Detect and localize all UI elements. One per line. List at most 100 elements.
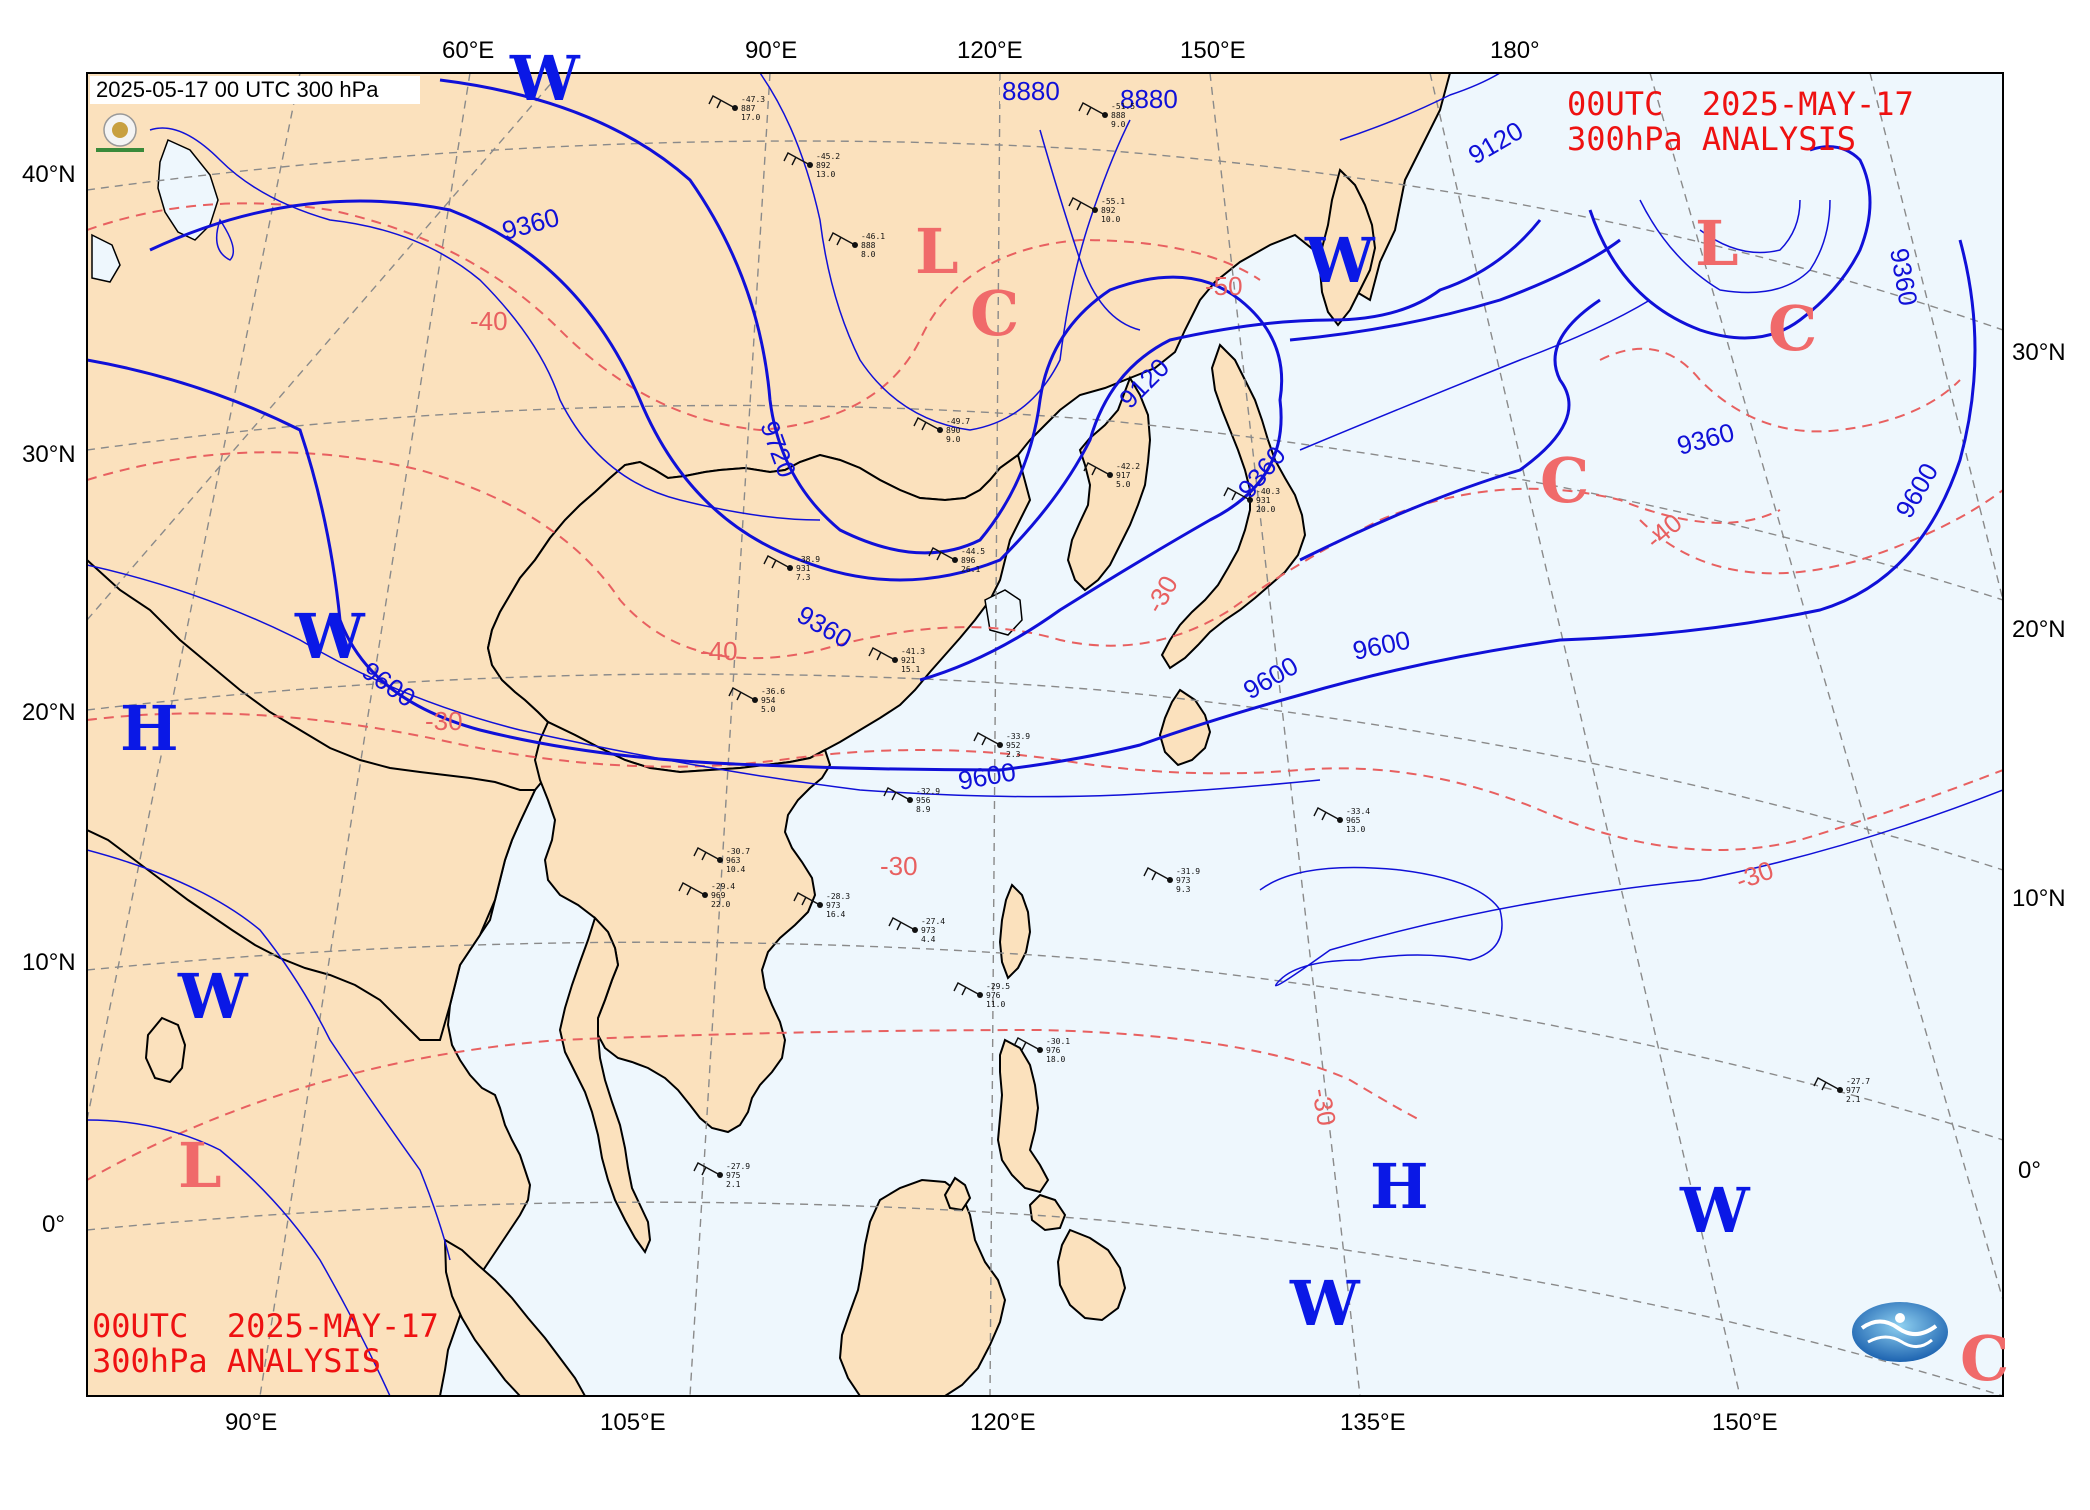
station-height: 892 <box>1101 206 1116 215</box>
system-marker-w: W <box>1304 224 1376 297</box>
station-temperature: -55.1 <box>1101 197 1125 206</box>
lat-label-left-20: 20°N <box>22 699 76 726</box>
lon-label-bottom-135: 135°E <box>1340 1409 1406 1436</box>
station-temperature: -27.9 <box>726 1162 750 1171</box>
land-luzon <box>996 1038 1050 1194</box>
contour-label: 8880 <box>1120 84 1178 114</box>
graticule <box>87 73 2003 1396</box>
wind-barb <box>888 917 916 931</box>
station-dewpoint-depression: 22.0 <box>711 900 730 909</box>
isotherm-label: -50 <box>1205 271 1243 301</box>
station-dewpoint-depression: 2.3 <box>1006 750 1021 759</box>
map-stamp: 2025-05-17 00 UTC 300 hPa <box>96 77 379 102</box>
station-temperature: -30.1 <box>1046 1037 1070 1046</box>
wind-barb <box>783 152 811 166</box>
inland-sea-bay-bohai <box>984 589 1023 636</box>
station-dewpoint-depression: 10.0 <box>1101 215 1120 224</box>
station-temperature: -47.3 <box>741 95 765 104</box>
station-dewpoint-depression: 7.3 <box>796 573 811 582</box>
lon-label-bottom-90: 90°E <box>225 1409 277 1436</box>
station-temperature: -36.6 <box>761 687 785 696</box>
wind-barb <box>953 982 981 996</box>
system-marker-l: L <box>915 215 959 288</box>
station-temperature: -42.2 <box>1116 462 1140 471</box>
station-temperature: -29.5 <box>986 982 1010 991</box>
station-height: 952 <box>1006 741 1021 750</box>
wind-barb <box>973 732 1001 746</box>
lon-label-top-180: 180° <box>1490 37 1540 64</box>
isotherm-labels: -50 -40 -40 -30 -30 -40 -30 -30 -30 <box>425 271 1777 1128</box>
station-height: 977 <box>1846 1086 1861 1095</box>
station-height: 973 <box>921 926 936 935</box>
station-height: 921 <box>901 656 916 665</box>
system-marker-c: C <box>970 277 1019 350</box>
system-marker-c: C <box>1540 444 1589 517</box>
station-height: 917 <box>1116 471 1131 480</box>
wind-barb <box>1813 1077 1841 1091</box>
station-height: 963 <box>726 856 741 865</box>
wind-barb <box>883 787 911 801</box>
station-temperature: -46.1 <box>861 232 885 241</box>
system-markers: W L C W L C C W H W L H W W C <box>120 42 2009 1395</box>
land-korea <box>1066 375 1152 592</box>
station-temperature: -33.9 <box>1006 732 1030 741</box>
agency-seal-logo <box>96 113 144 152</box>
station-temperature: -32.9 <box>916 787 940 796</box>
lat-label-left-0: 0° <box>42 1211 65 1238</box>
stamp-bg <box>90 76 420 104</box>
system-marker-w: W <box>294 600 366 673</box>
system-marker-h: H <box>120 692 179 765</box>
station-dewpoint-depression: 8.9 <box>916 805 931 814</box>
station-dewpoint-depression: 16.4 <box>826 910 845 919</box>
station-height: 976 <box>1046 1046 1061 1055</box>
isotherm-label: -30 <box>425 706 463 736</box>
system-marker-w: W <box>509 42 581 115</box>
lon-label-bottom-150: 150°E <box>1712 1409 1778 1436</box>
station-temperature: -49.7 <box>946 417 970 426</box>
wind-barb <box>828 232 856 246</box>
land-visayas <box>1028 1193 1067 1232</box>
station-temperature: -29.4 <box>711 882 735 891</box>
wind-barb <box>928 547 956 561</box>
station-height: 888 <box>861 241 876 250</box>
lat-label-right-30: 30°N <box>2012 339 2066 366</box>
wind-barb <box>793 892 821 906</box>
station-height: 896 <box>961 556 976 565</box>
lat-label-right-20: 20°N <box>2012 616 2066 643</box>
station-height: 973 <box>1176 876 1191 885</box>
wind-barb <box>763 555 791 569</box>
station-dewpoint-depression: 15.1 <box>901 665 920 674</box>
lon-label-top-120: 120°E <box>957 37 1023 64</box>
station-dewpoint-depression: 9.3 <box>1176 885 1191 894</box>
station-height: 931 <box>1256 496 1271 505</box>
station-temperature: -27.7 <box>1846 1077 1870 1086</box>
wind-barb <box>1313 807 1341 821</box>
lon-label-bottom-105: 105°E <box>600 1409 666 1436</box>
wind-barb <box>868 647 896 661</box>
wind-barb <box>1078 102 1106 116</box>
isotherms <box>87 202 2003 1181</box>
station-dewpoint-depression: 20.0 <box>1256 505 1275 514</box>
isotherm-label: -30 <box>1306 1086 1342 1128</box>
wind-barb <box>728 687 756 701</box>
system-marker-c: C <box>1768 292 1817 365</box>
station-height: 976 <box>986 991 1001 1000</box>
system-marker-l: L <box>178 1129 222 1202</box>
system-marker-c: C <box>1960 1322 2009 1395</box>
station-temperature: -44.5 <box>961 547 985 556</box>
lat-label-left-10: 10°N <box>22 949 76 976</box>
land-mindanao <box>1056 1228 1127 1322</box>
station-height: 956 <box>916 796 931 805</box>
system-marker-h: H <box>1370 1150 1429 1223</box>
